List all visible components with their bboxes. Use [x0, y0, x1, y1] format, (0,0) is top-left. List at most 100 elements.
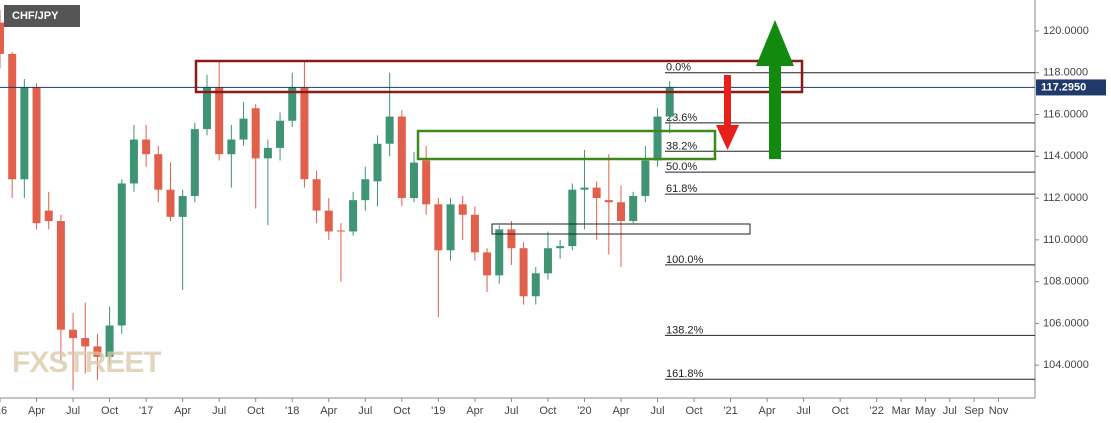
x-tick-label: Apr	[28, 405, 45, 417]
candle-body	[227, 139, 236, 155]
x-tick-label: '21	[723, 405, 737, 417]
candle-body	[190, 129, 199, 196]
symbol-badge: CHF/JPY	[4, 5, 80, 27]
candle-body	[543, 248, 552, 274]
resistance-zone	[194, 59, 804, 94]
y-tick-label: 120.0000	[1043, 25, 1089, 37]
candle-body	[56, 221, 65, 330]
fib-label: 38.2%	[666, 140, 697, 152]
x-tick-label: '22	[870, 405, 884, 417]
candle-body	[617, 202, 625, 222]
x-tick-label: Sep	[964, 405, 984, 417]
x-tick-label: '19	[431, 405, 445, 417]
candle-body	[446, 204, 455, 251]
candle-body	[519, 248, 528, 297]
candle-body	[324, 210, 333, 232]
y-tick-label: 110.0000	[1043, 234, 1088, 246]
x-tick-label: Oct	[685, 405, 702, 417]
y-tick-label: 106.0000	[1043, 317, 1089, 329]
x-tick-label: '16	[0, 405, 7, 417]
candle-body	[336, 230, 345, 232]
candle-body	[665, 87, 674, 117]
candle-body	[653, 116, 662, 161]
candle-body	[69, 329, 78, 339]
fib-label: 100.0%	[666, 254, 704, 266]
candle-body	[44, 210, 53, 222]
candle-body	[556, 246, 565, 249]
arrow-head	[716, 125, 739, 150]
x-tick-label: Jul	[650, 405, 664, 417]
x-tick-label: Jul	[943, 405, 957, 417]
x-tick-label: Jul	[66, 405, 80, 417]
candle-body	[0, 22, 4, 54]
x-tick-label: Nov	[989, 405, 1009, 417]
candle-body	[349, 200, 358, 232]
arrow-head	[756, 20, 794, 66]
candle-body	[397, 116, 406, 199]
candle-body	[239, 118, 248, 140]
fib-label: 61.8%	[666, 183, 697, 195]
candle-body	[166, 189, 175, 217]
candle-body	[129, 139, 138, 184]
candle-body	[592, 187, 601, 199]
x-tick-label: Apr	[466, 405, 483, 417]
candle-body	[495, 229, 504, 276]
y-tick-label: 118.0000	[1043, 67, 1088, 79]
arrow-shaft	[724, 75, 731, 127]
candle-body	[251, 108, 260, 159]
candle-body	[288, 87, 297, 121]
symbol: CHF/JPY	[12, 10, 59, 22]
candle-body	[531, 273, 540, 297]
x-tick-label: '20	[577, 405, 591, 417]
x-tick-label: Oct	[393, 405, 410, 417]
candle-body	[154, 154, 163, 190]
watermark: FXSTREET	[12, 346, 161, 379]
candle-body	[361, 179, 370, 201]
support-zone	[416, 129, 717, 161]
candle-body	[568, 189, 577, 247]
x-tick-label: Jul	[504, 405, 518, 417]
candle-body	[276, 120, 285, 148]
candle-body	[117, 183, 126, 326]
down-arrow	[716, 75, 739, 150]
candle-body	[178, 195, 187, 217]
candle-body	[458, 204, 467, 215]
fib-label: 50.0%	[666, 161, 697, 173]
y-tick-label: 116.0000	[1043, 108, 1088, 120]
x-tick-label: Apr	[320, 405, 337, 417]
candle-body	[483, 252, 492, 276]
last-price-badge	[1036, 79, 1106, 96]
fib-label: 161.8%	[666, 368, 704, 380]
candle-body	[373, 143, 382, 182]
x-tick-label: Mar	[892, 405, 911, 417]
fib-label: 138.2%	[666, 324, 704, 336]
candle-body	[300, 87, 309, 180]
candle-body	[422, 160, 431, 205]
candle-body	[641, 160, 650, 196]
y-tick-label: 114.0000	[1043, 150, 1088, 162]
fib-label: 23.6%	[666, 112, 697, 124]
candle-body	[385, 116, 394, 144]
x-tick-label: May	[915, 405, 936, 417]
candle-body	[470, 214, 479, 253]
x-tick-label: '17	[139, 405, 153, 417]
x-tick-label: Oct	[832, 405, 849, 417]
x-tick-label: Jul	[797, 405, 811, 417]
candle-body	[93, 346, 102, 357]
candle-body	[8, 53, 17, 180]
candle-body	[20, 87, 29, 180]
candle-body	[629, 195, 638, 222]
candle-body	[81, 338, 90, 347]
x-tick-label: '18	[285, 405, 299, 417]
badge-bg	[4, 5, 80, 27]
up-arrow	[756, 20, 794, 159]
candle-body	[434, 204, 443, 251]
gap-zone	[491, 223, 751, 235]
candle-body	[580, 187, 589, 190]
x-tick-label: Apr	[174, 405, 191, 417]
candle-body	[312, 179, 321, 211]
y-tick-label: 112.0000	[1043, 192, 1088, 204]
